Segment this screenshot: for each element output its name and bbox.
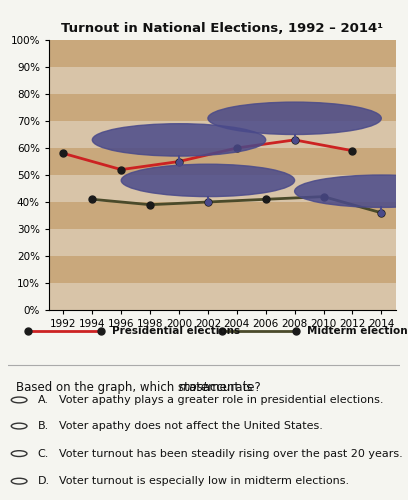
Bar (49, 40, 396, 67)
Bar (49, 94, 396, 121)
Circle shape (121, 164, 295, 196)
Bar (49, 229, 396, 256)
Circle shape (208, 102, 381, 134)
Text: Voter turnout has been steadily rising over the past 20 years.: Voter turnout has been steadily rising o… (59, 448, 403, 458)
Text: C.: C. (38, 448, 49, 458)
Bar (49, 67, 396, 94)
Bar (49, 121, 396, 148)
Text: accurate?: accurate? (199, 381, 261, 394)
Text: Presidential elections: Presidential elections (112, 326, 240, 336)
Text: D.: D. (38, 476, 50, 486)
Title: Turnout in National Elections, 1992 – 2014¹: Turnout in National Elections, 1992 – 20… (61, 22, 384, 35)
Text: A.: A. (38, 395, 49, 405)
Circle shape (295, 175, 408, 208)
Bar (49, 175, 396, 202)
Text: Voter turnout is especially low in midterm elections.: Voter turnout is especially low in midte… (59, 476, 349, 486)
Text: Voter apathy plays a greater role in presidential elections.: Voter apathy plays a greater role in pre… (59, 395, 384, 405)
Text: Midterm elections: Midterm elections (307, 326, 408, 336)
Bar (49, 148, 396, 175)
Bar (49, 256, 396, 283)
Circle shape (92, 124, 266, 156)
Text: B.: B. (38, 421, 49, 431)
Text: Based on the graph, which statement is: Based on the graph, which statement is (16, 381, 256, 394)
Bar (49, 202, 396, 229)
Text: most: most (179, 381, 208, 394)
Bar (49, 283, 396, 310)
Text: Voter apathy does not affect the United States.: Voter apathy does not affect the United … (59, 421, 323, 431)
